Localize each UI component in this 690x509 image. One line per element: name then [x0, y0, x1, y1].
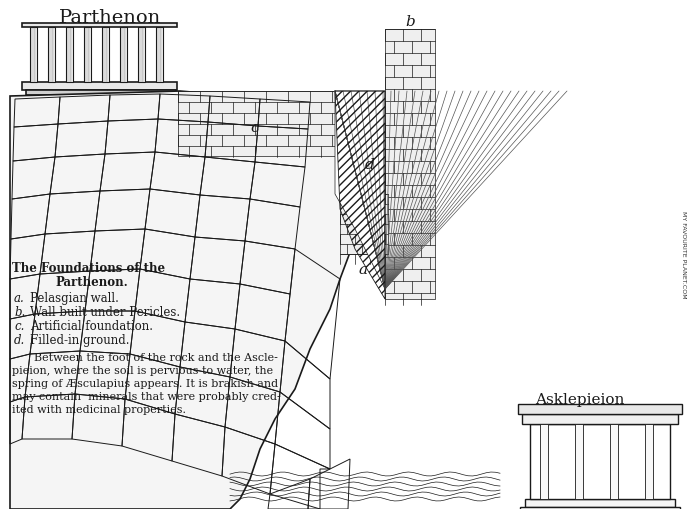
Text: pieion, where the soil is pervious to water, the: pieion, where the soil is pervious to wa…: [12, 365, 273, 375]
Bar: [575, 424, 583, 499]
Text: Filled-in ground.: Filled-in ground.: [30, 333, 130, 346]
Bar: [178, 92, 368, 157]
Text: Between the foot of the rock and the Ascle-: Between the foot of the rock and the Asc…: [34, 352, 278, 362]
Bar: [530, 424, 670, 499]
Text: Wall built under Pericles.: Wall built under Pericles.: [30, 305, 180, 318]
Bar: [525, 499, 675, 507]
Text: MY FAVOURITE PLANET.COM: MY FAVOURITE PLANET.COM: [680, 211, 685, 298]
Bar: [518, 404, 682, 414]
Bar: [340, 194, 388, 254]
Bar: [156, 28, 163, 83]
Text: d: d: [365, 158, 375, 172]
Bar: [540, 424, 548, 499]
Bar: [66, 28, 73, 83]
Bar: [22, 83, 177, 91]
Text: Asklepieion: Asklepieion: [535, 392, 624, 406]
Text: Pelasgian wall.: Pelasgian wall.: [30, 292, 119, 304]
Bar: [30, 28, 37, 83]
Bar: [26, 91, 176, 96]
Bar: [610, 424, 618, 499]
Text: The Foundations of the: The Foundations of the: [12, 262, 165, 274]
Text: a: a: [358, 263, 368, 276]
Text: d.: d.: [14, 333, 26, 346]
Text: spring of Æsculapius appears. It is brakish and: spring of Æsculapius appears. It is brak…: [12, 378, 278, 388]
Text: Parthenon: Parthenon: [59, 9, 161, 27]
Text: c: c: [250, 121, 259, 135]
Text: b: b: [405, 15, 415, 29]
Text: Artificial foundation.: Artificial foundation.: [30, 319, 153, 332]
Text: a.: a.: [14, 292, 25, 304]
Bar: [48, 28, 55, 83]
Polygon shape: [10, 92, 400, 509]
Bar: [102, 28, 109, 83]
Text: b.: b.: [14, 305, 26, 318]
Bar: [138, 28, 145, 83]
Bar: [22, 24, 177, 28]
Bar: [520, 507, 680, 509]
Polygon shape: [335, 92, 385, 290]
Text: may contain  minerals that were probably cred-: may contain minerals that were probably …: [12, 391, 281, 401]
Text: c.: c.: [14, 319, 24, 332]
Bar: [84, 28, 91, 83]
Text: Parthenon.: Parthenon.: [55, 275, 128, 289]
Bar: [522, 414, 678, 424]
Text: ited with medicinal properties.: ited with medicinal properties.: [12, 404, 186, 414]
Bar: [385, 30, 435, 299]
Bar: [645, 424, 653, 499]
Bar: [120, 28, 127, 83]
